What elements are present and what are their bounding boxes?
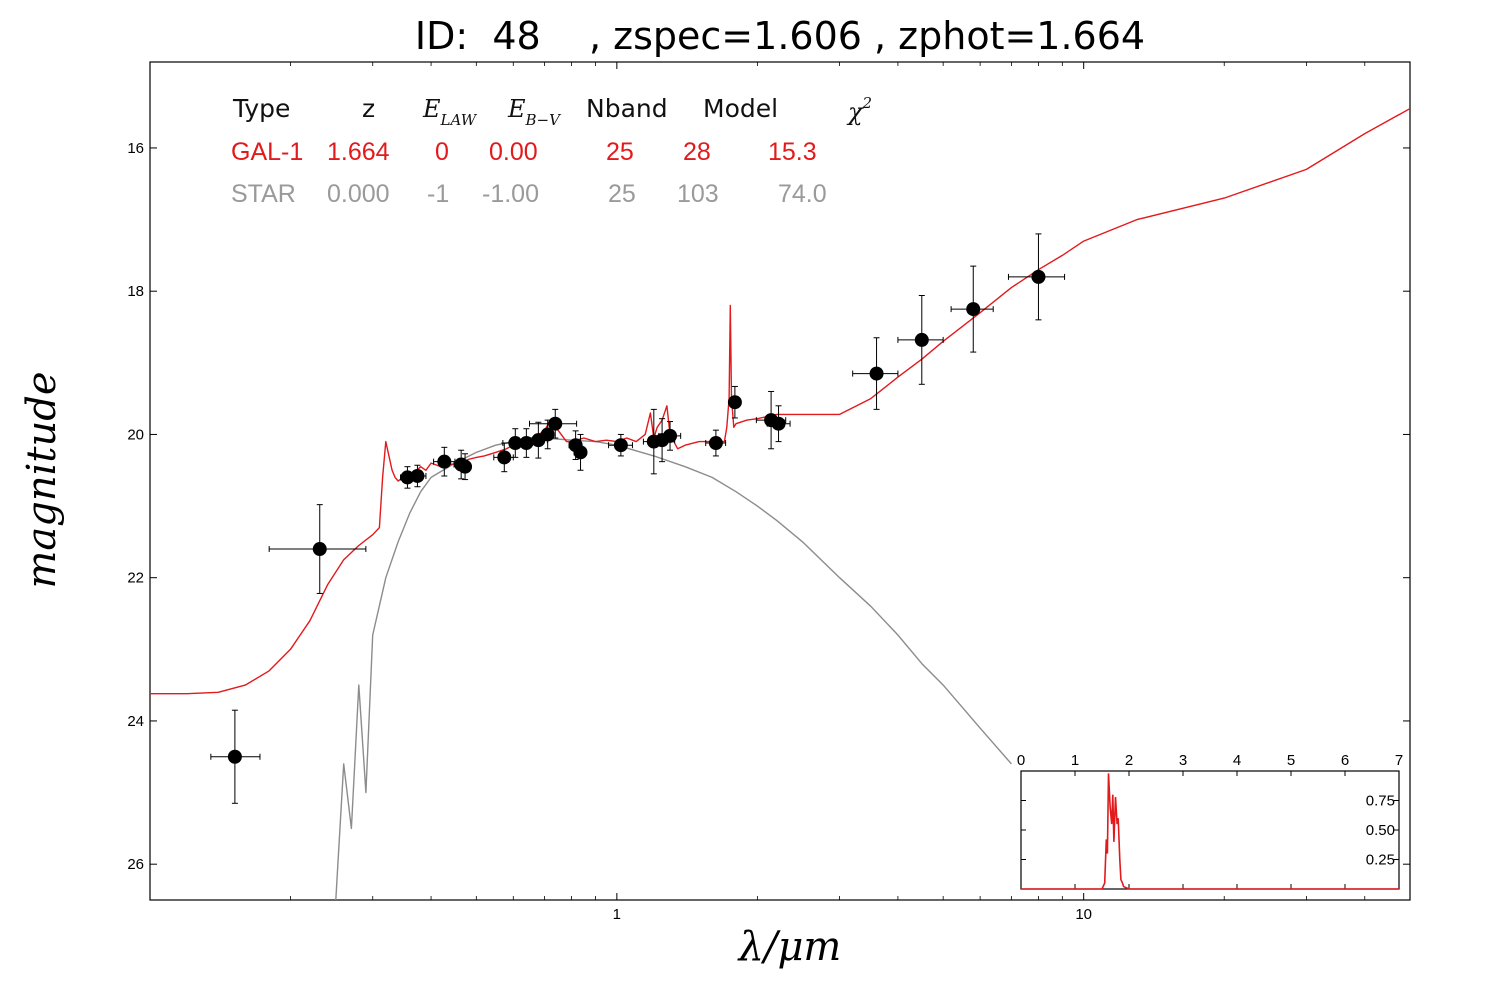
data-point: [1007, 233, 1066, 321]
point-marker: [708, 436, 723, 451]
inset-x-tick-label: 7: [1395, 752, 1403, 769]
x-tick-label: 1: [613, 906, 621, 923]
pdz-inset: 0 1 2 3 4 5 6 7 0.25 0.50 0.75: [1017, 752, 1403, 890]
point-marker: [227, 749, 242, 764]
data-point: [458, 453, 473, 481]
y-tick-label: 16: [127, 140, 144, 157]
data-point: [493, 442, 514, 473]
data-point: [573, 433, 588, 471]
data-point: [433, 446, 456, 477]
header-type: Type: [232, 94, 290, 123]
data-point: [658, 421, 682, 451]
row-type: GAL-1: [231, 138, 303, 166]
point-marker: [508, 436, 523, 451]
row-z: 1.664: [327, 138, 390, 166]
data-point: [210, 709, 261, 804]
fit-summary-table: Type z ELAW EB−V Nband Model χ2 GAL-1 1.…: [231, 94, 872, 208]
row-chi2: 15.3: [768, 138, 817, 166]
data-point: [268, 504, 367, 594]
row-model: 103: [677, 180, 719, 208]
data-point: [727, 385, 742, 419]
point-marker: [771, 416, 786, 431]
inset-series-group: [1021, 773, 1399, 890]
y-tick-label: 22: [127, 570, 144, 587]
inset-y-tick-label: 0.50: [1366, 822, 1395, 839]
photometry-points: [210, 233, 1066, 804]
row-nband: 25: [608, 180, 636, 208]
inset-x-tick-label: 6: [1341, 752, 1349, 769]
y-tick-label: 26: [127, 856, 144, 873]
header-nband: Nband: [586, 94, 668, 123]
inset-y-tick-label: 0.75: [1366, 793, 1395, 810]
row-ebv: -1.00: [482, 180, 539, 208]
point-marker: [410, 468, 425, 483]
series-line-star: [335, 437, 1012, 900]
inset-x-tick-label: 1: [1071, 752, 1079, 769]
point-marker: [548, 416, 563, 431]
point-marker: [1031, 269, 1046, 284]
row-elaw: -1: [427, 180, 449, 208]
header-chi2: χ2: [846, 94, 872, 126]
inset-x-tick-label: 2: [1125, 752, 1133, 769]
data-point: [502, 428, 527, 458]
chart-title: ID: 48 , zspec=1.606 , zphot=1.664: [414, 14, 1146, 58]
main-plot-frame: [149, 61, 1411, 901]
header-ebv: EB−V: [507, 95, 562, 129]
inset-x-tick-label: 0: [1017, 752, 1025, 769]
inset-x-tick-label: 4: [1233, 752, 1241, 769]
point-marker: [966, 302, 981, 317]
y-tick-label: 18: [127, 283, 144, 300]
inset-x-tick-label: 3: [1179, 752, 1187, 769]
x-axis-label: λ/μm: [737, 924, 842, 970]
header-model: Model: [703, 94, 778, 123]
row-chi2: 74.0: [778, 180, 827, 208]
data-point: [950, 265, 994, 353]
table-row-star: STAR 0.000 -1 -1.00 25 103 74.0: [231, 180, 827, 208]
plot-border: [149, 61, 1411, 901]
row-model: 28: [683, 138, 711, 166]
point-marker: [573, 445, 588, 460]
table-row-galaxy: GAL-1 1.664 0 0.00 25 28 15.3: [231, 138, 817, 166]
point-marker: [914, 332, 929, 347]
data-point: [409, 464, 427, 488]
y-tick-label: 20: [127, 426, 144, 443]
y-axis-label: magnitude: [19, 371, 65, 588]
data-point: [529, 408, 578, 439]
point-marker: [437, 454, 452, 469]
inset-frame: [1020, 770, 1400, 890]
point-marker: [540, 427, 555, 442]
data-point: [540, 419, 555, 450]
point-marker: [458, 459, 473, 474]
inset-axis-ticks: 0 1 2 3 4 5 6 7 0.25 0.50 0.75: [1017, 752, 1403, 889]
data-point: [897, 294, 944, 385]
row-ebv: 0.00: [489, 138, 538, 166]
inset-y-tick-label: 0.25: [1366, 852, 1395, 869]
row-type: STAR: [231, 180, 296, 208]
header-z: z: [362, 94, 375, 123]
point-marker: [663, 428, 678, 443]
data-point: [766, 405, 791, 443]
y-tick-label: 24: [127, 713, 144, 730]
row-elaw: 0: [435, 138, 449, 166]
point-marker: [312, 542, 327, 557]
point-marker: [497, 450, 512, 465]
data-point: [705, 429, 727, 457]
data-point: [608, 433, 633, 457]
row-nband: 25: [606, 138, 634, 166]
point-marker: [519, 436, 534, 451]
header-elaw: ELAW: [422, 95, 478, 129]
row-z: 0.000: [327, 180, 390, 208]
inset-x-tick-label: 5: [1287, 752, 1295, 769]
point-marker: [727, 395, 742, 410]
data-point: [852, 337, 899, 410]
pdz-line: [1021, 773, 1399, 890]
point-marker: [613, 438, 628, 453]
point-marker: [869, 366, 884, 381]
x-tick-label: 10: [1075, 906, 1092, 923]
